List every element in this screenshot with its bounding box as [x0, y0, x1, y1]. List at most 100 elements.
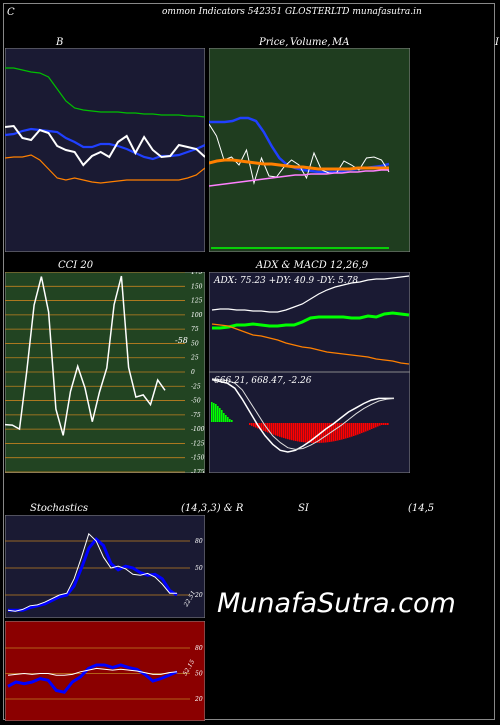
macd-hist-bar — [347, 423, 349, 438]
macd-hist-bar — [221, 410, 223, 422]
macd-hist-bar — [307, 423, 309, 443]
bb-upper-band-line — [5, 67, 205, 118]
macd-hist-bar — [283, 423, 285, 439]
macd-hist-bar — [287, 423, 289, 440]
macd-hist-bar — [269, 423, 271, 434]
macd-hist-bar — [373, 423, 375, 429]
stoch-d-line — [7, 532, 177, 612]
macd-hist-bar — [303, 423, 305, 443]
macd-hist-bar — [371, 423, 373, 430]
macd-hist-bar — [271, 423, 273, 435]
macd-hist-bar — [305, 423, 307, 443]
price-ma-orange-line — [209, 158, 389, 171]
price-title-a: Price, — [259, 37, 289, 48]
adx-chart: ADX: 75.23 +DY: 40.9 -DY: 5.78 — [209, 272, 410, 372]
rsi-tick-label: 20 — [194, 696, 203, 703]
cci-tick-label: 150 — [191, 283, 203, 290]
macd-hist-bar — [285, 423, 287, 439]
macd-hist-bar — [363, 423, 365, 433]
price-title-c: MA — [332, 37, 350, 48]
stoch-tick-label: 20 — [194, 592, 203, 599]
adx-plus-di-line — [212, 311, 410, 330]
stoch-tick-label: 50 — [195, 565, 203, 572]
adx-line — [211, 275, 410, 313]
cci-chart: 175 150 125 100 75 50 25 0 -25 -50 -75 -100 -125 -150… — [5, 272, 205, 473]
cci-tick-label: -175 — [191, 469, 205, 473]
macd-hist-bar — [349, 423, 351, 438]
cci-tick-label: 50 — [191, 340, 199, 347]
price-panel — [209, 48, 410, 252]
macd-hist-bar — [339, 423, 341, 441]
macd-panel: 666.21, 668.47, -2.26 — [209, 372, 410, 473]
macd-hist-bar — [301, 423, 303, 443]
macd-hist-bar — [327, 423, 329, 443]
cci-tick-label: 125 — [191, 298, 203, 305]
macd-hist-bar — [381, 423, 383, 425]
stoch-title-right: (14,3,3) & R — [181, 503, 244, 514]
macd-hist-bar — [229, 419, 231, 422]
macd-hist-bar — [355, 423, 357, 436]
macd-hist-bar — [219, 408, 221, 422]
bollinger-panel — [5, 48, 205, 252]
macd-hist-bar — [263, 423, 265, 431]
macd-hist-bar — [277, 423, 279, 437]
macd-hist-bar — [325, 423, 327, 443]
macd-hist-bar — [227, 417, 229, 422]
macd-hist-bar — [273, 423, 275, 435]
cci-tick-label: -50 — [191, 398, 201, 405]
macd-hist-bar — [289, 423, 291, 440]
macd-hist-bar — [383, 423, 385, 425]
header-letter: C — [7, 7, 15, 18]
cci-tick-label: 100 — [191, 312, 203, 319]
adx-panel: ADX: 75.23 +DY: 40.9 -DY: 5.78 — [209, 272, 410, 372]
macd-hist-bar — [295, 423, 297, 442]
cci-tick-label: -25 — [191, 383, 201, 390]
cci-tick-label: 75 — [191, 326, 199, 333]
rsi-title-right: (14,5 — [408, 503, 435, 514]
macd-hist-bar — [313, 423, 315, 443]
macd-hist-bar — [315, 423, 317, 443]
cci-line — [5, 275, 166, 436]
stoch-k-line — [8, 537, 178, 612]
cci-tick-label: 175 — [191, 272, 203, 276]
macd-hist-bar — [351, 423, 353, 437]
macd-hist-bar — [357, 423, 359, 435]
macd-hist-bar — [369, 423, 371, 430]
macd-hist-bar — [279, 423, 281, 437]
price-ma-pink-line — [209, 169, 389, 187]
macd-hist-bar — [223, 413, 225, 422]
outer-frame — [3, 3, 495, 720]
macd-hist-bar — [359, 423, 361, 434]
rsi-line — [7, 663, 178, 694]
macd-hist-bar — [385, 423, 387, 425]
macd-hist-bar — [213, 403, 215, 422]
macd-hist-bar — [337, 423, 339, 441]
macd-hist-bar — [253, 423, 255, 427]
macd-signal-line — [211, 378, 395, 450]
rsi-tick-label: 50 — [195, 671, 203, 678]
macd-hist-bar — [225, 415, 227, 422]
rsi-signal-line — [7, 667, 178, 676]
macd-hist-bar — [261, 423, 263, 431]
macd-hist-bar — [297, 423, 299, 442]
macd-hist-bar — [299, 423, 301, 442]
macd-readout: 666.21, 668.47, -2.26 — [214, 376, 312, 386]
adx-title: ADX & MACD 12,26,9 — [256, 260, 369, 271]
macd-hist-bar — [249, 423, 251, 425]
price-title-b: Volume, — [290, 37, 331, 48]
cci-value-label: -58 — [175, 336, 188, 345]
stoch-tick-label: 80 — [195, 538, 203, 545]
price-close-line — [209, 123, 390, 185]
macd-chart: 666.21, 668.47, -2.26 — [209, 372, 410, 473]
macd-hist-bar — [345, 423, 347, 439]
bollinger-chart — [5, 48, 205, 252]
price-right-letter: I — [495, 37, 499, 48]
bb-title: B — [56, 37, 64, 48]
macd-hist-bar — [291, 423, 293, 441]
macd-hist-bar — [335, 423, 337, 441]
macd-line — [211, 378, 394, 453]
macd-hist-bar — [309, 423, 311, 443]
cci-tick-label: -150 — [191, 455, 205, 462]
